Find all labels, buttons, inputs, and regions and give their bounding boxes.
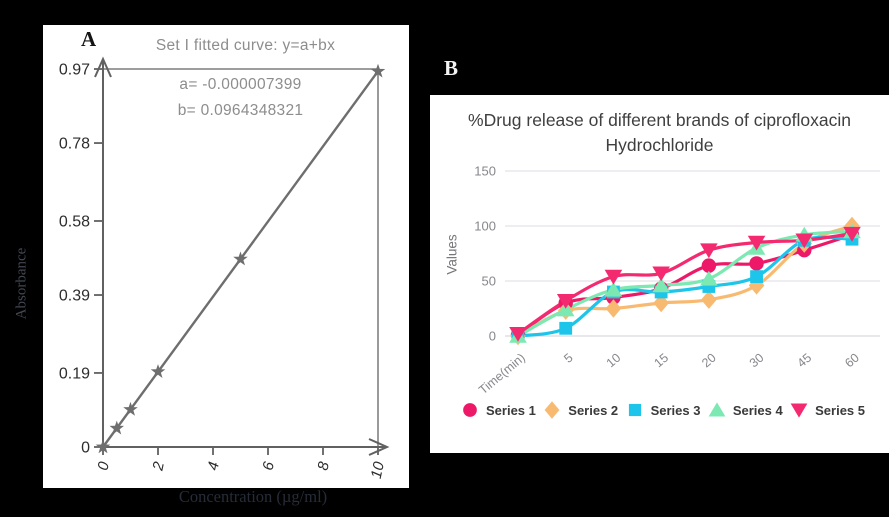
panel-a-label: A [81,27,97,51]
series-4-marker [556,301,575,317]
y-axis-arrow [94,56,112,78]
y-tick-label: 0.58 [59,213,90,230]
series-5-marker [652,266,670,282]
y-tick-label: 0.39 [59,288,90,305]
x-tick-label: 20 [699,351,719,371]
panel-a-card: A Set I fitted curve: y=a+bx a= -0.00000… [43,25,409,488]
legend-item-series-1: Series 1 [460,400,536,420]
series-1-marker [749,256,764,271]
legend-diamond-glyph [544,401,560,419]
data-point-star [233,251,248,266]
series-2-marker [653,293,669,313]
x-tick-label: 2 [149,460,168,473]
drug-release-plot: 0 50 100 150 Time(min) 5 10 15 20 30 45 60 [474,164,880,398]
x-axis-arrow [368,438,390,456]
panel-a-x-axis-title: Concentration (µg/ml) [178,487,328,506]
x-tick-label: 60 [842,351,862,371]
y-tick-label: 0.97 [59,62,90,79]
legend-item-series-4: Series 4 [707,400,783,420]
data-point-star [109,420,124,435]
legend-square-glyph [628,403,641,417]
calibration-plot: 0 0.19 0.39 0.58 0.78 0.97 0 2 4 6 8 10 [59,56,390,480]
panel-b-card: %Drug release of different brands of cip… [430,95,889,453]
y-tick-label: 0 [81,440,90,457]
series-5-marker [843,226,861,242]
x-tick-label: 30 [747,351,767,371]
series-4-marker [700,270,718,286]
x-tick-label: 8 [315,460,333,472]
legend-triangle-up-glyph [708,402,726,417]
x-tick-label: Time(min) [476,351,528,398]
data-point-star [370,63,386,78]
x-tick-label: 45 [795,351,815,371]
series-5-marker [604,269,623,285]
panel-b-chart-title: %Drug release of different brands of cip… [430,108,889,159]
legend-circle-icon [463,403,477,417]
legend-square-icon [628,403,641,417]
fit-coefficient-b: b= 0.0964348321 [177,102,304,119]
series-5-marker [509,327,527,342]
x-tick-label: 6 [260,460,278,472]
y-tick-label: 150 [474,164,496,179]
legend-triangle-up-icon [708,402,726,417]
legend-diamond-icon [544,401,560,419]
legend-label: Series 2 [568,402,619,418]
y-tick-label: 50 [482,274,496,289]
series-5-marker [795,233,814,249]
series-4-marker [604,281,623,297]
legend-label: Series 1 [486,402,536,418]
legend-label: Series 3 [650,402,701,418]
y-tick-label: 100 [474,219,496,234]
series-5-marker [556,294,575,309]
data-point-star [123,401,138,416]
legend-item-series-2: Series 2 [542,400,618,420]
series-2-marker [605,299,622,318]
y-tick-label: 0 [489,329,496,344]
legend-item-series-3: Series 3 [625,400,701,420]
series-5-marker [700,243,718,259]
x-tick-label: 10 [604,351,624,371]
x-tick-label: 10 [368,460,388,480]
legend-item-series-5: Series 5 [789,400,865,420]
panel-a-chart-title: Set I fitted curve: y=a+bx [155,37,336,54]
series-1-marker [701,258,717,273]
legend-triangle-down-icon [790,403,808,418]
series-3-marker [559,321,573,335]
panel-a-y-axis-title: Absorbance [13,247,30,320]
legend-circle-glyph [463,403,477,417]
series-4-marker [652,277,670,293]
x-tick-label: 5 [561,351,575,366]
panel-b-label: B [444,56,459,80]
legend-triangle-down-glyph [790,403,808,418]
legend-label: Series 5 [815,402,865,418]
fit-coefficient-a: a= -0.000007399 [179,76,302,93]
x-tick-label: 15 [651,351,671,371]
data-point-star [95,439,111,454]
y-tick-label: 0.78 [59,136,90,153]
x-tick-label: 0 [95,460,113,472]
series-5-marker [747,235,766,251]
data-point-star [150,364,166,378]
legend-label: Series 4 [732,402,783,418]
x-tick-label: 4 [205,460,223,472]
legend: Series 1 Series 2 Series 3 Series 4 Series 5 [460,400,865,420]
series-2-marker [701,290,717,309]
series-3-marker [750,270,763,283]
y-tick-label: 0.19 [59,365,90,382]
panel-b-chart-title-text: %Drug release of different brands of cip… [468,110,851,156]
